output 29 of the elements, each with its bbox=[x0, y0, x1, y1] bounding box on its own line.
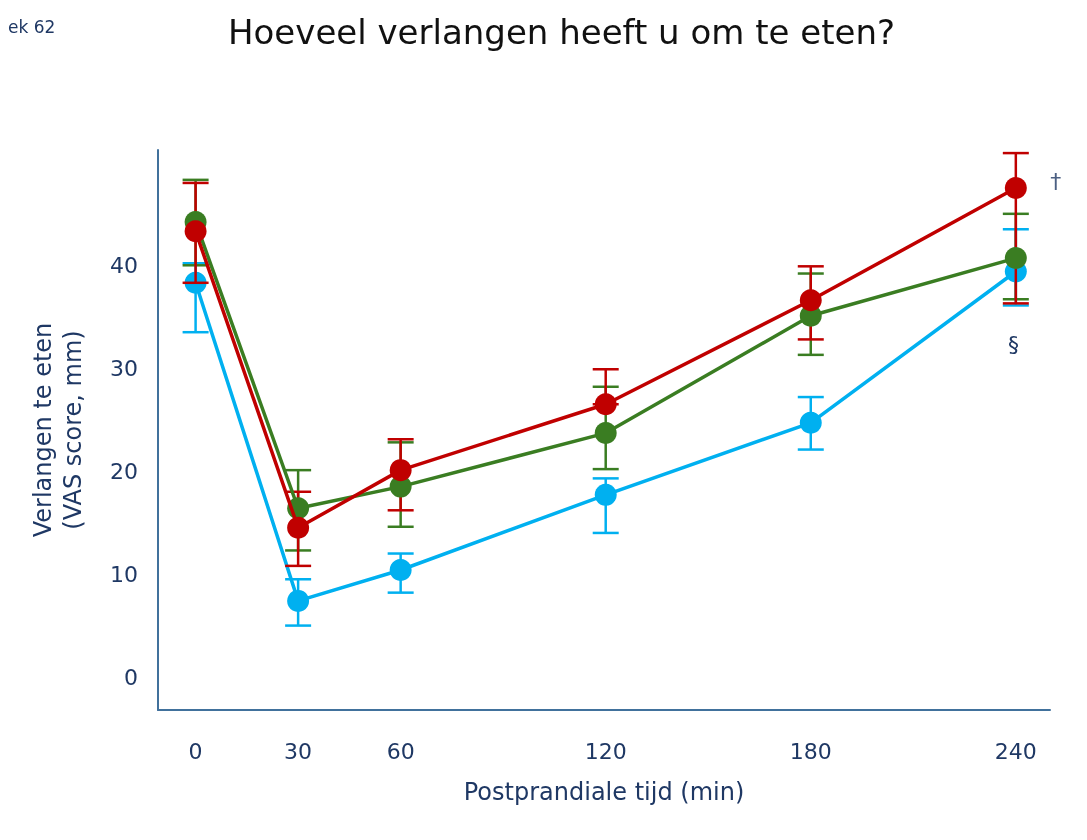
y-tick-label: 40 bbox=[110, 252, 138, 278]
x-tick-label: 180 bbox=[789, 738, 832, 764]
point bbox=[389, 559, 412, 581]
annotation: § bbox=[1008, 331, 1019, 357]
point bbox=[1004, 247, 1027, 270]
chart-title: Hoeveel verlangen heeft u om te eten? bbox=[228, 12, 896, 52]
point bbox=[799, 289, 822, 312]
x-tick-label: 120 bbox=[584, 738, 627, 764]
x-tick-label: 0 bbox=[188, 738, 203, 764]
y-axis-title: Verlangen te eten (VAS score, mm) bbox=[29, 322, 87, 538]
y-tick-label: 30 bbox=[110, 355, 138, 381]
point bbox=[594, 422, 617, 445]
x-tick-label: 60 bbox=[386, 738, 415, 764]
y-tick-label: 0 bbox=[124, 664, 138, 690]
y-tick-label: 10 bbox=[110, 561, 138, 587]
point bbox=[594, 483, 617, 506]
text: ek 62 bbox=[8, 16, 56, 37]
x-tick-label: 240 bbox=[994, 738, 1037, 764]
point bbox=[389, 459, 412, 482]
x-axis-title: Postprandiale tijd (min) bbox=[463, 778, 745, 806]
y-tick-label: 20 bbox=[110, 458, 138, 484]
x-tick-label: 30 bbox=[284, 738, 313, 764]
point bbox=[287, 589, 310, 612]
point bbox=[184, 220, 207, 243]
annotation: † bbox=[1050, 169, 1062, 195]
point bbox=[1004, 177, 1027, 200]
point bbox=[287, 516, 310, 539]
point bbox=[594, 393, 617, 416]
point bbox=[799, 411, 822, 434]
